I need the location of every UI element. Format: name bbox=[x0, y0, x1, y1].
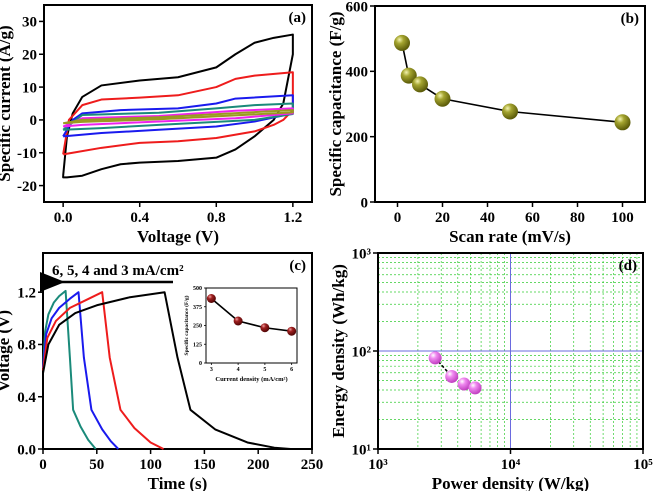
y-tick-label: -10 bbox=[17, 146, 37, 162]
x-tick-label: 0.8 bbox=[207, 210, 226, 226]
x-axis-label: Scan rate (mV/s) bbox=[449, 227, 571, 246]
data-point bbox=[400, 67, 417, 84]
y-tick-label: 0.8 bbox=[17, 338, 36, 354]
x-tick-label: 150 bbox=[193, 457, 216, 473]
x-tick-label: 10⁴ bbox=[501, 457, 521, 473]
data-point bbox=[468, 381, 482, 395]
x-axis-label: Power density (W/kg) bbox=[432, 474, 589, 491]
x-tick-label: 250 bbox=[301, 457, 324, 473]
data-point bbox=[260, 323, 270, 333]
series-line bbox=[42, 291, 164, 450]
x-tick-label: 50 bbox=[89, 457, 104, 473]
x-tick-label: 0 bbox=[39, 457, 47, 473]
grid bbox=[378, 253, 643, 449]
x-tick-label: 60 bbox=[525, 210, 540, 226]
x-tick-label: 100 bbox=[611, 210, 634, 226]
y-tick-label: 0 bbox=[199, 361, 202, 367]
panel-label: (c) bbox=[289, 258, 306, 274]
panel-label: (d) bbox=[619, 258, 637, 274]
y-axis-label: Specific current (A/g) bbox=[0, 25, 14, 181]
y-tick-label: 375 bbox=[193, 305, 202, 311]
x-tick-label: 40 bbox=[480, 210, 495, 226]
x-tick-label: 20 bbox=[435, 210, 450, 226]
x-axis-label: Voltage (V) bbox=[137, 227, 219, 246]
y-tick-label: 1.2 bbox=[17, 285, 36, 301]
y-tick-label: 200 bbox=[346, 130, 369, 146]
data-point bbox=[206, 294, 216, 303]
panel-b-capacitance: 0 20 40 60 80 100 0 200 400 600 Scan rate (mV/s) Sp… bbox=[326, 0, 646, 246]
plot-frame bbox=[377, 252, 644, 450]
series-line bbox=[210, 297, 292, 332]
data-point bbox=[428, 351, 442, 365]
series-line bbox=[62, 102, 294, 131]
y-tick-label: 0 bbox=[30, 113, 38, 129]
data-point bbox=[614, 114, 631, 131]
data-point bbox=[434, 90, 451, 107]
y-axis-label: Voltage (V) bbox=[0, 310, 13, 392]
y-tick-label: 10 bbox=[22, 80, 37, 96]
y-axis-label: Specific capacitance (F/g) bbox=[326, 11, 345, 196]
plot-frame bbox=[43, 4, 313, 203]
y-axis-label: Energy density (Wh/kg) bbox=[329, 264, 348, 438]
x-tick-label: 1.2 bbox=[283, 210, 302, 226]
x-tick-label: 3 bbox=[210, 367, 213, 373]
data-point bbox=[457, 377, 471, 391]
inset-plot: 3 4 5 6 0 125 250 375 500 Current density (mA/cm²… bbox=[183, 286, 298, 383]
y-tick-label: 30 bbox=[22, 15, 37, 31]
x-tick-label: 200 bbox=[247, 457, 270, 473]
data-point bbox=[502, 103, 518, 120]
x-tick-label: 100 bbox=[139, 457, 162, 473]
data-point bbox=[412, 76, 428, 93]
x-axis-label: Time (s) bbox=[148, 474, 208, 491]
data-point bbox=[445, 369, 459, 383]
data-point bbox=[394, 34, 410, 51]
y-tick-label: 10¹ bbox=[352, 442, 372, 458]
y-tick-label: 10² bbox=[352, 344, 372, 360]
series-line bbox=[42, 291, 291, 450]
y-tick-label: 125 bbox=[193, 342, 202, 348]
x-tick-label: 4 bbox=[237, 367, 240, 373]
x-tick-label: 0.0 bbox=[54, 210, 73, 226]
series-line bbox=[62, 33, 294, 179]
panel-label: (a) bbox=[289, 10, 307, 26]
y-tick-label: 10³ bbox=[352, 246, 372, 262]
annotation: 6, 5, 4 and 3 mA/cm² bbox=[52, 263, 184, 279]
x-tick-label: 0 bbox=[394, 210, 402, 226]
x-axis-label: Current density (mA/cm²) bbox=[215, 376, 287, 383]
x-tick-label: 10³ bbox=[368, 457, 388, 473]
data-point bbox=[287, 326, 297, 336]
series-line bbox=[62, 94, 294, 138]
plot-frame bbox=[205, 287, 298, 364]
series-line bbox=[62, 109, 294, 125]
series-line bbox=[42, 289, 97, 450]
plot-frame bbox=[374, 5, 646, 203]
panel-d-ragone: 10³ 10⁴ 10⁵ 10¹ 10² 10³ Power density (W/kg) En… bbox=[329, 246, 653, 491]
y-tick-label: 0.4 bbox=[17, 390, 36, 406]
x-tick-label: 5 bbox=[263, 367, 266, 373]
y-tick-label: -20 bbox=[17, 179, 37, 195]
y-axis-label: Specific capacitance (F/g) bbox=[183, 295, 190, 355]
x-tick-label: 6 bbox=[290, 367, 293, 373]
panel-label: (b) bbox=[621, 11, 639, 27]
y-tick-label: 500 bbox=[193, 286, 202, 292]
x-tick-label: 0.4 bbox=[130, 210, 149, 226]
panel-a-cv: 0.0 0.4 0.8 1.2 -20 -10 0 10 20 30 Voltage (V) Spec… bbox=[0, 4, 313, 246]
y-tick-label: 400 bbox=[346, 65, 369, 81]
y-tick-label: 0.0 bbox=[17, 442, 36, 458]
y-tick-label: 0 bbox=[361, 195, 369, 211]
series-line bbox=[62, 71, 294, 156]
x-tick-label: 80 bbox=[570, 210, 585, 226]
x-tick-label: 10⁵ bbox=[633, 457, 653, 473]
y-tick-label: 250 bbox=[193, 324, 202, 330]
data-point bbox=[233, 316, 243, 326]
y-tick-label: 20 bbox=[22, 48, 37, 64]
y-tick-label: 600 bbox=[346, 0, 369, 15]
series-line bbox=[42, 291, 120, 450]
